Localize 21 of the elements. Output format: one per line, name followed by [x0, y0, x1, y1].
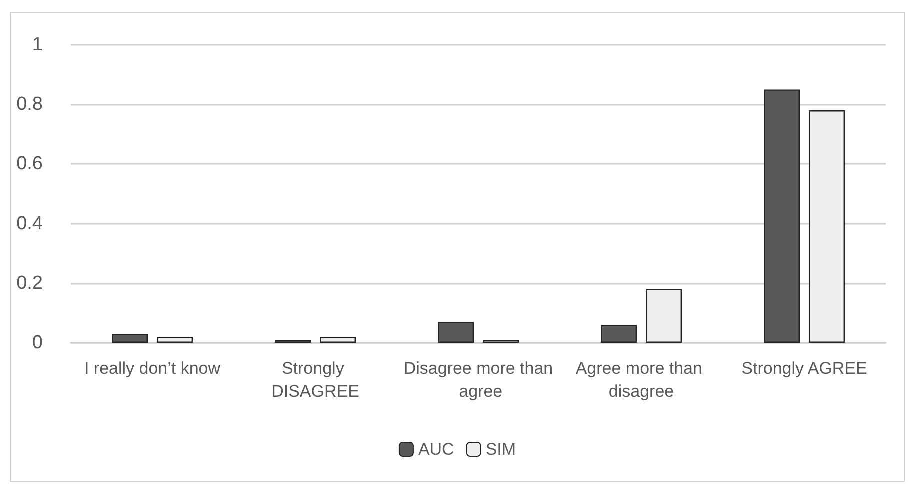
bar	[438, 322, 474, 343]
x-tick-label: Strongly DISAGREE	[272, 359, 360, 401]
y-tick-label: 0.8	[16, 94, 43, 116]
bar	[764, 90, 800, 343]
x-tick-label: Disagree more than agree	[404, 359, 554, 401]
legend-label: SIM	[486, 440, 516, 459]
y-tick-label: 0.4	[16, 213, 44, 234]
y-tick-label: 0.6	[16, 154, 43, 175]
y-tick-label: 0.2	[16, 272, 43, 294]
legend-label: AUC	[418, 440, 454, 459]
bar	[112, 334, 148, 343]
bar	[809, 110, 845, 343]
x-tick-label: Agree more than disagree	[576, 359, 708, 401]
y-tick-label: 0	[32, 332, 43, 354]
bar	[157, 337, 193, 343]
bar	[320, 337, 356, 343]
bar	[646, 289, 682, 343]
x-tick-label: I really don’t know	[84, 359, 222, 378]
bar	[601, 325, 637, 343]
x-tick-label: Strongly AGREE	[742, 359, 868, 378]
y-tick-label: 1	[32, 34, 43, 56]
